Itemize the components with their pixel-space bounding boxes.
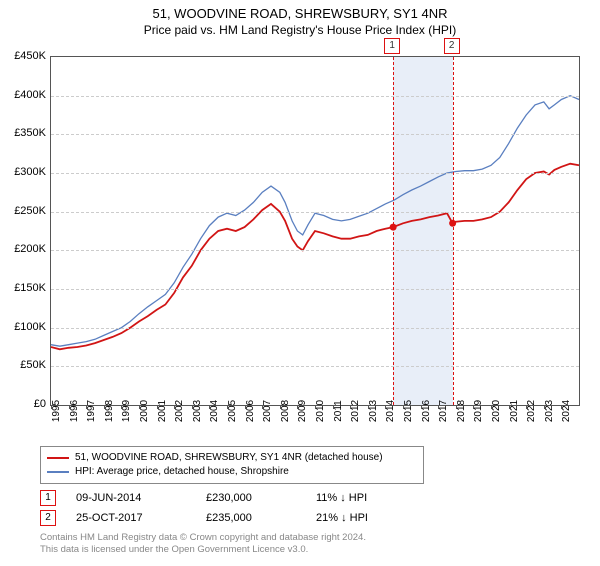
x-axis-tick-label: 2007 <box>262 400 273 422</box>
page-root: 51, WOODVINE ROAD, SHREWSBURY, SY1 4NR P… <box>0 6 600 566</box>
x-axis-tick-label: 2022 <box>526 400 537 422</box>
y-axis-tick-label: £100K <box>2 321 46 333</box>
sale-price: £230,000 <box>206 492 316 504</box>
sale-row: 2 25-OCT-2017£235,00021% ↓ HPI <box>40 508 426 528</box>
sales-table: 1 09-JUN-2014£230,00011% ↓ HPI 2 25-OCT-201… <box>40 488 426 528</box>
x-axis-tick-label: 2003 <box>192 400 203 422</box>
legend-label: HPI: Average price, detached house, Shro… <box>75 465 289 479</box>
x-axis-tick-label: 2009 <box>297 400 308 422</box>
gridline-h <box>51 96 579 97</box>
y-axis-tick-label: £50K <box>2 359 46 371</box>
sale-date: 09-JUN-2014 <box>76 492 206 504</box>
x-axis-tick-label: 2019 <box>473 400 484 422</box>
series-hpi <box>51 96 579 347</box>
sale-price: £235,000 <box>206 512 316 524</box>
footer-line: Contains HM Land Registry data © Crown c… <box>40 532 366 544</box>
gridline-h <box>51 134 579 135</box>
x-axis-tick-label: 2004 <box>209 400 220 422</box>
y-axis-tick-label: £300K <box>2 166 46 178</box>
x-axis-tick-label: 2011 <box>333 400 344 422</box>
x-axis-tick-label: 2013 <box>368 400 379 422</box>
gridline-h <box>51 366 579 367</box>
sale-vline <box>393 57 394 405</box>
x-axis-tick-label: 2005 <box>227 400 238 422</box>
x-axis-tick-label: 2006 <box>245 400 256 422</box>
gridline-h <box>51 212 579 213</box>
chart-subtitle: Price paid vs. HM Land Registry's House … <box>0 23 600 37</box>
sale-date: 25-OCT-2017 <box>76 512 206 524</box>
chart-svg <box>51 57 579 405</box>
sale-index-box: 1 <box>40 490 56 506</box>
y-axis-tick-label: £250K <box>2 205 46 217</box>
sale-hpi-delta: 21% ↓ HPI <box>316 512 426 524</box>
x-axis-tick-label: 2020 <box>491 400 502 422</box>
legend: 51, WOODVINE ROAD, SHREWSBURY, SY1 4NR (… <box>40 446 424 484</box>
gridline-h <box>51 328 579 329</box>
x-axis-tick-label: 2023 <box>544 400 555 422</box>
sale-callout: 1 <box>384 38 400 54</box>
x-axis-tick-label: 1995 <box>51 400 62 422</box>
gridline-h <box>51 173 579 174</box>
x-axis-tick-label: 2017 <box>438 400 449 422</box>
y-axis-tick-label: £350K <box>2 127 46 139</box>
legend-row: HPI: Average price, detached house, Shro… <box>47 465 417 479</box>
x-axis-tick-label: 2000 <box>139 400 150 422</box>
gridline-h <box>51 289 579 290</box>
sale-row: 1 09-JUN-2014£230,00011% ↓ HPI <box>40 488 426 508</box>
x-axis-tick-label: 2008 <box>280 400 291 422</box>
legend-row: 51, WOODVINE ROAD, SHREWSBURY, SY1 4NR (… <box>47 451 417 465</box>
footer-attribution: Contains HM Land Registry data © Crown c… <box>40 532 366 556</box>
x-axis-tick-label: 2010 <box>315 400 326 422</box>
x-axis-tick-label: 2015 <box>403 400 414 422</box>
footer-line: This data is licensed under the Open Gov… <box>40 544 366 556</box>
sale-vline <box>453 57 454 405</box>
y-axis-tick-label: £150K <box>2 282 46 294</box>
x-axis-tick-label: 1997 <box>86 400 97 422</box>
x-axis-tick-label: 1998 <box>104 400 115 422</box>
legend-label: 51, WOODVINE ROAD, SHREWSBURY, SY1 4NR (… <box>75 451 383 465</box>
x-axis-tick-label: 2021 <box>509 400 520 422</box>
gridline-h <box>51 250 579 251</box>
chart-plot-area: 1995199619971998199920002001200220032004… <box>50 56 580 406</box>
y-axis-tick-label: £0 <box>2 398 46 410</box>
x-axis-tick-label: 2014 <box>385 400 396 422</box>
y-axis-tick-label: £400K <box>2 89 46 101</box>
x-axis-tick-label: 2024 <box>561 400 572 422</box>
x-axis-tick-label: 2016 <box>421 400 432 422</box>
sale-callout: 2 <box>444 38 460 54</box>
x-axis-tick-label: 1996 <box>69 400 80 422</box>
x-axis-tick-label: 1999 <box>121 400 132 422</box>
sale-hpi-delta: 11% ↓ HPI <box>316 492 426 504</box>
x-axis-tick-label: 2002 <box>174 400 185 422</box>
x-axis-tick-label: 2001 <box>157 400 168 422</box>
y-axis-tick-label: £200K <box>2 243 46 255</box>
x-axis-tick-label: 2018 <box>456 400 467 422</box>
chart-title: 51, WOODVINE ROAD, SHREWSBURY, SY1 4NR <box>0 6 600 21</box>
legend-swatch <box>47 471 69 473</box>
x-axis-tick-label: 2012 <box>350 400 361 422</box>
sale-index-box: 2 <box>40 510 56 526</box>
legend-swatch <box>47 457 69 459</box>
y-axis-tick-label: £450K <box>2 50 46 62</box>
